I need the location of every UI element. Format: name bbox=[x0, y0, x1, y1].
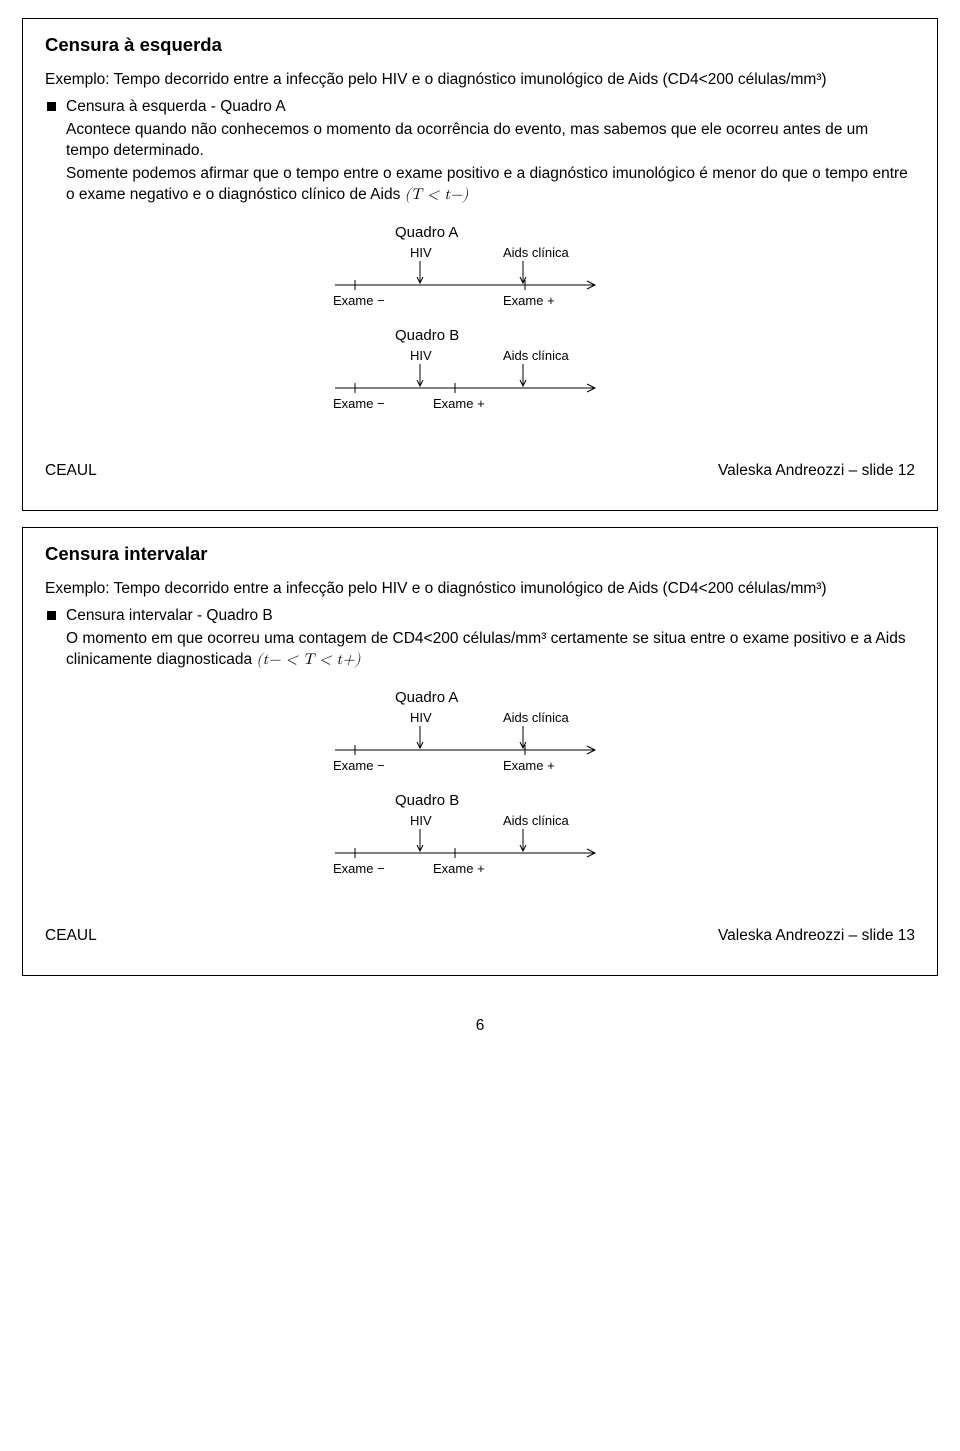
quadro-a-title: Quadro A bbox=[395, 223, 635, 243]
math-expr: (T < t−) bbox=[405, 188, 469, 203]
svg-text:Exame −: Exame − bbox=[333, 758, 385, 773]
quadro-a-title: Quadro A bbox=[395, 688, 635, 708]
svg-text:HIV: HIV bbox=[410, 245, 432, 260]
bullet-sub1: Acontece quando não conhecemos o momento… bbox=[66, 120, 915, 162]
svg-text:Exame +: Exame + bbox=[503, 293, 555, 308]
intro-text: Exemplo: Tempo decorrido entre a infecçã… bbox=[45, 70, 915, 91]
svg-text:Aids clínica: Aids clínica bbox=[503, 813, 570, 828]
slide-title: Censura à esquerda bbox=[45, 33, 915, 58]
svg-text:Aids clínica: Aids clínica bbox=[503, 348, 570, 363]
svg-text:HIV: HIV bbox=[410, 813, 432, 828]
bullet-sub2: Somente podemos afirmar que o tempo entr… bbox=[66, 164, 915, 207]
math-expr: (t− < T < t+) bbox=[256, 653, 360, 668]
diagram-pair: Quadro A HIV Aids clínica Exame − Exame + Q… bbox=[325, 688, 635, 889]
svg-text:Aids clínica: Aids clínica bbox=[503, 710, 570, 725]
slide-title: Censura intervalar bbox=[45, 542, 915, 567]
diagram-quadro-a: HIV Aids clínica Exame − Exame + bbox=[325, 710, 615, 785]
footer-right: Valeska Andreozzi – slide 13 bbox=[718, 926, 915, 947]
diagram-quadro-a: HIV Aids clínica Exame − Exame + bbox=[325, 245, 615, 320]
quadro-b-title: Quadro B bbox=[395, 791, 635, 811]
bullet-label: Censura à esquerda - Quadro A bbox=[66, 97, 915, 118]
svg-text:Aids clínica: Aids clínica bbox=[503, 245, 570, 260]
quadro-b-title: Quadro B bbox=[395, 326, 635, 346]
svg-text:Exame −: Exame − bbox=[333, 396, 385, 411]
svg-text:Exame −: Exame − bbox=[333, 293, 385, 308]
footer-right: Valeska Andreozzi – slide 12 bbox=[718, 461, 915, 482]
slide-13: Censura intervalar Exemplo: Tempo decorr… bbox=[22, 527, 938, 976]
diagram-pair: Quadro A HIV Aids clínica Exame − Exame + Q… bbox=[325, 223, 635, 424]
footer-left: CEAUL bbox=[45, 461, 97, 482]
bullet-icon bbox=[47, 611, 56, 620]
bullet-label: Censura intervalar - Quadro B bbox=[66, 606, 915, 627]
diagram-quadro-b: HIV Aids clínica Exame − Exame + bbox=[325, 348, 615, 423]
bullet-icon bbox=[47, 102, 56, 111]
svg-text:HIV: HIV bbox=[410, 348, 432, 363]
page-number: 6 bbox=[0, 1016, 960, 1037]
svg-text:Exame −: Exame − bbox=[333, 861, 385, 876]
slide-12: Censura à esquerda Exemplo: Tempo decorr… bbox=[22, 18, 938, 511]
diagram-quadro-b: HIV Aids clínica Exame − Exame + bbox=[325, 813, 615, 888]
bullet-sub1: O momento em que ocorreu uma contagem de… bbox=[66, 629, 915, 672]
svg-text:HIV: HIV bbox=[410, 710, 432, 725]
svg-text:Exame +: Exame + bbox=[503, 758, 555, 773]
svg-text:Exame +: Exame + bbox=[433, 396, 485, 411]
intro-text: Exemplo: Tempo decorrido entre a infecçã… bbox=[45, 579, 915, 600]
footer-left: CEAUL bbox=[45, 926, 97, 947]
svg-text:Exame +: Exame + bbox=[433, 861, 485, 876]
